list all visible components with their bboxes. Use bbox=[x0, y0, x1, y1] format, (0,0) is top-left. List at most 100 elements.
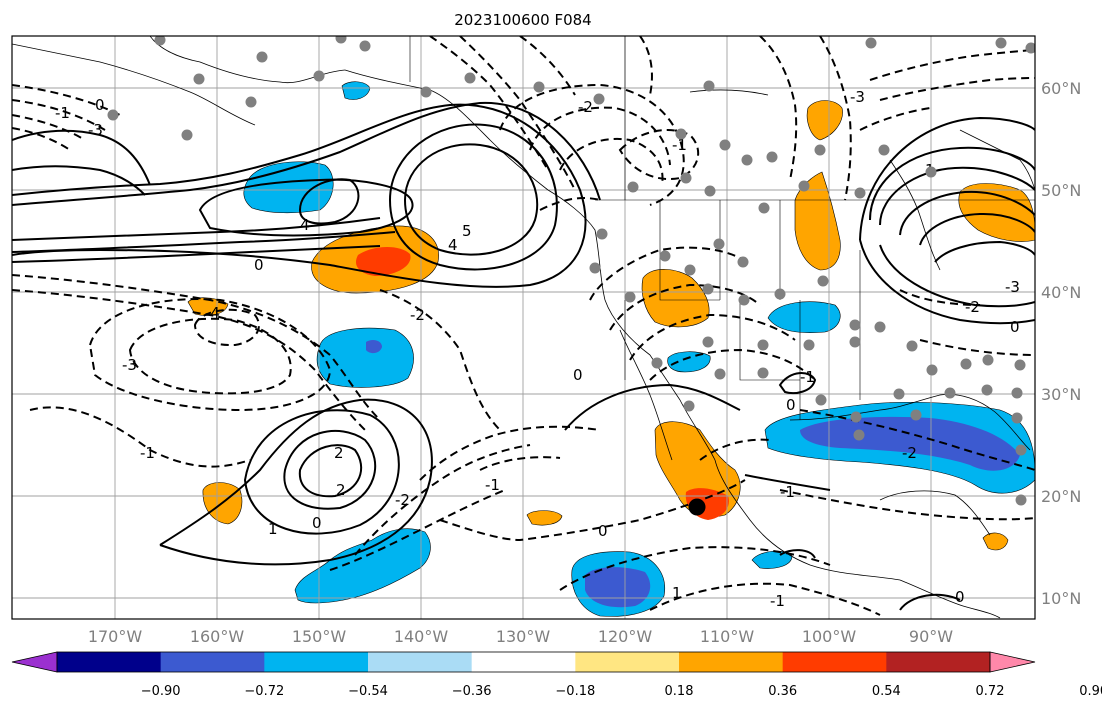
graticule bbox=[12, 36, 1035, 619]
contour-line bbox=[649, 582, 881, 616]
contour-line bbox=[193, 308, 260, 347]
contour-line bbox=[12, 165, 146, 196]
contour-label: -3 bbox=[850, 88, 865, 106]
contour-line bbox=[879, 244, 1035, 308]
colorbar-segment bbox=[886, 652, 991, 672]
negative-anomaly-region bbox=[316, 327, 414, 388]
contour-label: -2 bbox=[395, 491, 410, 509]
contour-label: 0 bbox=[955, 588, 965, 606]
positive-anomaly-region bbox=[958, 183, 1035, 242]
longitude-label: 90°W bbox=[909, 627, 953, 646]
contour-label: -2 bbox=[902, 444, 917, 462]
contour-line bbox=[899, 289, 981, 306]
longitude-label: 170°W bbox=[88, 627, 143, 646]
contour-line bbox=[869, 49, 1035, 81]
longitude-label: 110°W bbox=[700, 627, 755, 646]
contour-line bbox=[919, 212, 1035, 246]
colorbar-tick-label: −0.54 bbox=[348, 684, 388, 699]
colorbar-tick-label: −0.72 bbox=[244, 684, 284, 699]
contour-line bbox=[499, 83, 685, 206]
contour-line bbox=[919, 339, 1035, 356]
latitude-label: 50°N bbox=[1041, 181, 1081, 200]
contour-label: 2 bbox=[334, 444, 344, 462]
colorbar-extend-min bbox=[11, 651, 58, 673]
contour-line bbox=[419, 425, 601, 481]
contour-line bbox=[859, 116, 1035, 241]
contour-line bbox=[934, 240, 1035, 263]
station-marker bbox=[688, 498, 706, 516]
colorbar-tick-label: 0.90 bbox=[1079, 684, 1102, 699]
contour-label: 1 bbox=[268, 520, 278, 538]
latitude-label: 40°N bbox=[1041, 283, 1081, 302]
contour-line bbox=[12, 245, 381, 263]
colorbar-segment bbox=[782, 652, 887, 672]
contour-line bbox=[388, 123, 558, 271]
contour-line bbox=[899, 593, 961, 611]
colorbar-segment bbox=[264, 652, 369, 672]
contour-label: -3 bbox=[122, 356, 137, 374]
positive-anomaly-region bbox=[982, 532, 1009, 551]
contour-line bbox=[12, 217, 381, 241]
contour-label: -3 bbox=[88, 121, 103, 139]
solid-contours bbox=[12, 101, 1035, 611]
longitude-label: 140°W bbox=[394, 627, 449, 646]
contour-line bbox=[519, 36, 576, 96]
latitude-axis: 60°N 50°N 40°N 30°N 20°N 10°N bbox=[1041, 79, 1081, 608]
positive-anomaly-region bbox=[526, 510, 563, 526]
observation-markers bbox=[107, 36, 1035, 506]
contour-line bbox=[329, 489, 506, 571]
contour-line bbox=[899, 190, 1035, 236]
colorbar-segment bbox=[57, 652, 162, 672]
colorbar-tick-label: 0.54 bbox=[872, 684, 901, 699]
contour-line bbox=[12, 84, 121, 116]
colorbar-segment bbox=[679, 652, 784, 672]
contour-line bbox=[459, 36, 576, 191]
colorbar-tick-label: 0.72 bbox=[976, 684, 1005, 699]
contour-line bbox=[859, 107, 931, 131]
colorbar-tick-label: −0.18 bbox=[555, 684, 595, 699]
contour-line bbox=[629, 313, 796, 361]
contour-line bbox=[559, 138, 664, 186]
colorbar-extend-max bbox=[989, 651, 1036, 673]
contour-line bbox=[529, 106, 671, 166]
negative-anomaly-region bbox=[767, 301, 841, 333]
longitude-label: 130°W bbox=[496, 627, 551, 646]
contour-line bbox=[879, 77, 1035, 101]
contour-label: -4 bbox=[205, 304, 220, 322]
colorbar bbox=[11, 651, 1036, 673]
contour-line bbox=[649, 348, 816, 381]
contour-line bbox=[609, 283, 761, 331]
contour-line bbox=[12, 114, 86, 141]
longitude-label: 120°W bbox=[598, 627, 653, 646]
contour-label: 0 bbox=[312, 514, 322, 532]
contour-label: -3 bbox=[1005, 278, 1020, 296]
contour-line bbox=[778, 372, 817, 395]
colorbar-tick-label: −0.90 bbox=[141, 684, 181, 699]
political-borders bbox=[409, 36, 1035, 420]
colorbar-tick-label: −0.36 bbox=[452, 684, 492, 699]
contour-line bbox=[12, 101, 601, 206]
colorbar-segment bbox=[575, 652, 680, 672]
contour-label: -1 bbox=[55, 104, 70, 122]
contour-line bbox=[159, 398, 433, 566]
contour-label: -2 bbox=[965, 298, 980, 316]
contour-label: 5 bbox=[462, 222, 472, 240]
contour-line bbox=[12, 274, 381, 421]
contour-line bbox=[12, 231, 396, 253]
latitude-label: 60°N bbox=[1041, 79, 1081, 98]
contour-line bbox=[88, 298, 332, 412]
contour-line bbox=[869, 146, 1035, 221]
longitude-label: 150°W bbox=[292, 627, 347, 646]
contour-label: 1 bbox=[672, 584, 682, 602]
contour-line bbox=[198, 178, 414, 237]
contour-label: -2 bbox=[410, 306, 425, 324]
colorbar-tick-labels: −0.90 −0.72 −0.54 −0.36 −0.18 0.18 0.36 … bbox=[141, 684, 1102, 699]
contour-line bbox=[298, 178, 360, 225]
contour-label: 4 bbox=[300, 216, 310, 234]
contour-line bbox=[29, 406, 251, 468]
contour-line bbox=[744, 474, 831, 491]
contour-label: 0 bbox=[1010, 318, 1020, 336]
contour-line bbox=[298, 444, 363, 498]
longitude-label: 160°W bbox=[190, 627, 245, 646]
